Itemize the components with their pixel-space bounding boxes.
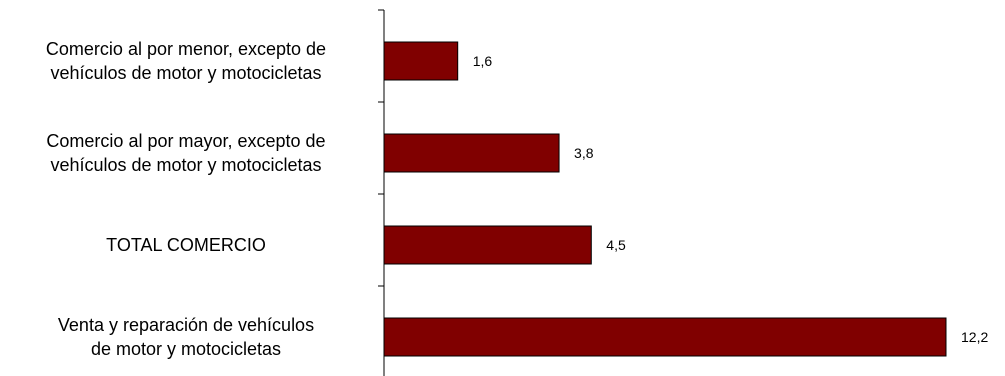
bar-0 bbox=[383, 41, 459, 81]
category-label-line: TOTAL COMERCIO bbox=[106, 235, 266, 255]
category-label-line: vehículos de motor y motocicletas bbox=[50, 155, 321, 175]
category-label-1: Comercio al por mayor, excepto de vehícul… bbox=[46, 131, 325, 175]
value-label-0: 1,6 bbox=[473, 53, 493, 69]
category-label-2: TOTAL COMERCIO bbox=[106, 235, 266, 255]
category-label-3: Venta y reparación de vehículos de motor … bbox=[58, 315, 314, 359]
bar-3 bbox=[383, 317, 947, 357]
bar-1 bbox=[383, 133, 560, 173]
y-axis-group bbox=[378, 9, 385, 376]
category-label-line: vehículos de motor y motocicletas bbox=[50, 63, 321, 83]
category-label-0: Comercio al por menor, excepto de vehícul… bbox=[46, 39, 326, 83]
category-label-line: Comercio al por menor, excepto de bbox=[46, 39, 326, 59]
value-labels-group: 1,6 3,8 4,5 12,2 bbox=[473, 53, 989, 345]
category-label-line: Venta y reparación de vehículos bbox=[58, 315, 314, 335]
bars-group bbox=[383, 41, 947, 357]
value-label-3: 12,2 bbox=[961, 329, 988, 345]
category-labels-group: Comercio al por menor, excepto de vehícul… bbox=[46, 39, 326, 359]
value-label-2: 4,5 bbox=[606, 237, 626, 253]
value-label-1: 3,8 bbox=[574, 145, 594, 161]
bar-2 bbox=[383, 225, 592, 265]
category-label-line: de motor y motocicletas bbox=[91, 339, 281, 359]
category-label-line: Comercio al por mayor, excepto de bbox=[46, 131, 325, 151]
